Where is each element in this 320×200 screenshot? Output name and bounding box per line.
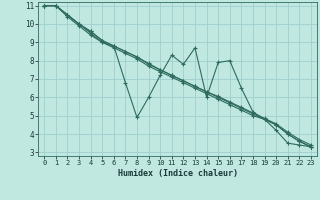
- X-axis label: Humidex (Indice chaleur): Humidex (Indice chaleur): [118, 169, 238, 178]
